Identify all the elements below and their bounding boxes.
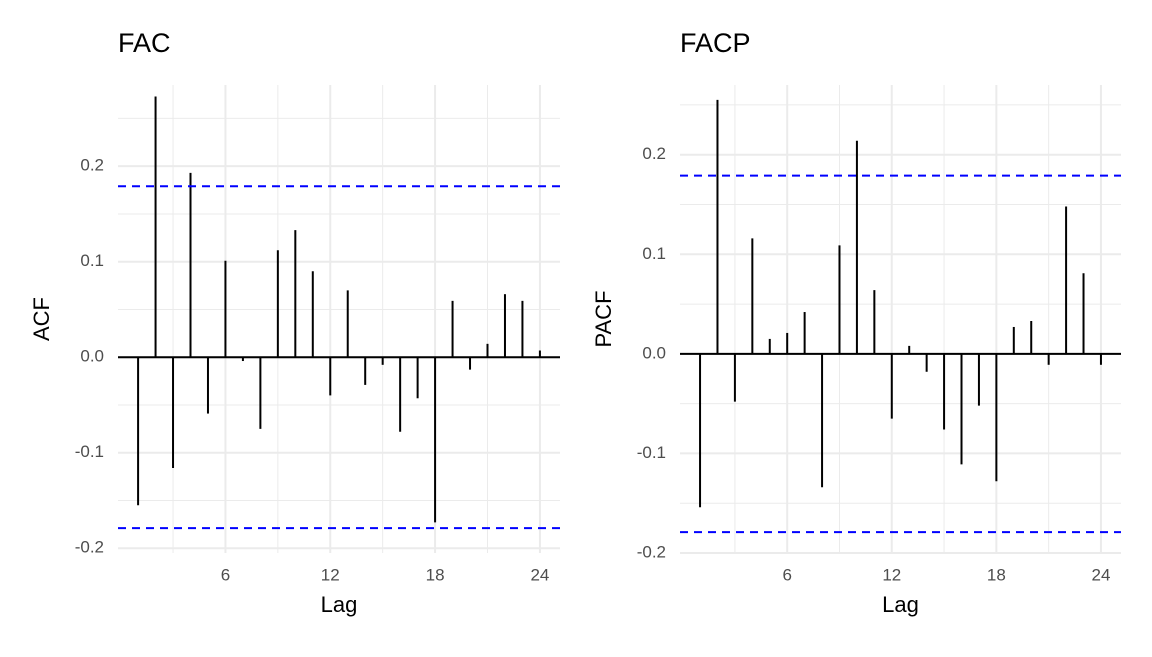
y-axis-label: PACF xyxy=(591,290,616,347)
y-tick-label: 0.2 xyxy=(80,156,104,175)
y-tick-label: -0.2 xyxy=(637,542,666,561)
x-tick-label: 6 xyxy=(221,565,230,584)
y-tick-label: 0.0 xyxy=(642,343,666,362)
x-axis-label: Lag xyxy=(321,592,358,617)
x-tick-label: 18 xyxy=(987,565,1006,584)
y-axis-label: ACF xyxy=(29,297,54,341)
x-tick-label: 6 xyxy=(782,565,791,584)
y-tick-label: 0.0 xyxy=(80,347,104,366)
y-tick-label: 0.2 xyxy=(642,144,666,163)
x-tick-label: 12 xyxy=(321,565,340,584)
x-tick-label: 24 xyxy=(1091,565,1110,584)
chart-title: FAC xyxy=(118,28,171,58)
x-tick-label: 18 xyxy=(426,565,445,584)
chart-title: FACP xyxy=(680,28,751,58)
y-tick-label: 0.1 xyxy=(80,251,104,270)
x-tick-label: 12 xyxy=(882,565,901,584)
y-tick-label: -0.1 xyxy=(75,442,104,461)
x-tick-label: 24 xyxy=(530,565,549,584)
y-tick-label: -0.2 xyxy=(75,538,104,557)
y-tick-label: 0.1 xyxy=(642,244,666,263)
y-tick-label: -0.1 xyxy=(637,443,666,462)
x-axis-label: Lag xyxy=(882,592,919,617)
